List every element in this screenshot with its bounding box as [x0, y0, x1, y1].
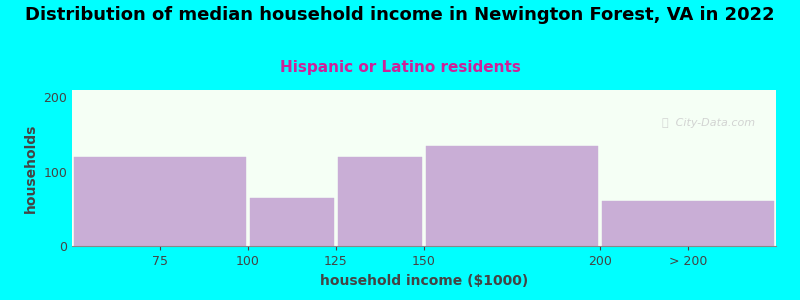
Bar: [602, 201, 774, 246]
Text: Hispanic or Latino residents: Hispanic or Latino residents: [279, 60, 521, 75]
Bar: [426, 146, 598, 246]
X-axis label: household income ($1000): household income ($1000): [320, 274, 528, 288]
Y-axis label: households: households: [24, 123, 38, 213]
Text: ⓘ  City-Data.com: ⓘ City-Data.com: [662, 118, 755, 128]
Text: Distribution of median household income in Newington Forest, VA in 2022: Distribution of median household income …: [25, 6, 775, 24]
Bar: [338, 157, 422, 246]
Bar: [74, 157, 246, 246]
Bar: [250, 198, 334, 246]
